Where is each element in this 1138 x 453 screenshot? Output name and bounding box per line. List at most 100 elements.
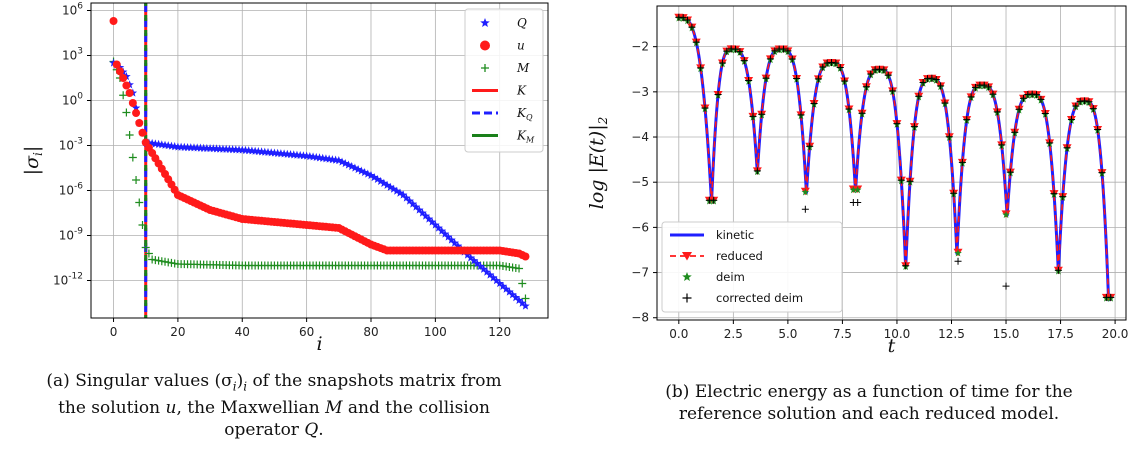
- corrected-deim-marker: [1015, 105, 1023, 113]
- x-tick-label: 20.0: [1102, 327, 1129, 341]
- corrected-deim-marker: [950, 189, 958, 197]
- legend-label-b: kinetic: [716, 228, 754, 242]
- legend-marker-dot: [480, 40, 490, 51]
- point-Q: [492, 276, 501, 285]
- corrected-deim-marker: [980, 81, 988, 89]
- point-Q: [472, 259, 482, 268]
- point-M: [135, 198, 144, 207]
- corrected-deim-marker: [692, 38, 700, 46]
- point-Q: [344, 160, 353, 169]
- x-tick-label: 12.5: [938, 327, 965, 341]
- corrected-deim-marker: [810, 99, 818, 107]
- point-Q: [482, 267, 492, 276]
- point-M: [521, 294, 530, 303]
- corrected-deim-marker: [1019, 94, 1027, 102]
- corrected-deim-marker: [1054, 266, 1062, 274]
- point-Q: [392, 186, 402, 195]
- corrected-deim-marker: [897, 176, 905, 184]
- point-Q: [414, 205, 424, 214]
- point-Q: [334, 156, 344, 165]
- corrected-deim-marker: [1107, 293, 1115, 301]
- series-M: [109, 57, 530, 303]
- point-Q: [521, 301, 530, 310]
- point-Q: [405, 196, 414, 205]
- legend-label-a: KQ: [516, 106, 533, 122]
- x-tick-label: 2.5: [724, 327, 743, 341]
- corrected-deim-marker: [732, 45, 740, 53]
- corrected-deim-marker: [753, 167, 761, 175]
- caption-a-line2: the solution u, the Maxwellian M and the…: [58, 398, 490, 419]
- point-Q: [469, 256, 479, 265]
- x-tick-label: 17.5: [1047, 327, 1074, 341]
- legend-marker-triangle: [682, 252, 692, 261]
- x-tick-label: 0: [110, 325, 118, 339]
- corrected-deim-marker: [937, 82, 945, 90]
- point-Q: [508, 290, 517, 299]
- singular-values-chart: 0 20 40 60 80 100 120 106 103 100 10-3 10-6 10-9 10-1…: [21, 2, 549, 355]
- legend-marker-star: [682, 272, 692, 282]
- legend-marker-plus: [682, 293, 692, 303]
- legend-label-a: M: [516, 61, 530, 75]
- x-tick-label: 15.0: [993, 327, 1020, 341]
- corrected-deim-marker: [1085, 98, 1093, 106]
- series-u: [109, 17, 530, 261]
- corrected-deim-marker: [889, 87, 897, 95]
- point-Q: [340, 159, 350, 168]
- y-tick-label: −8: [631, 311, 649, 325]
- point-u: [132, 109, 141, 117]
- point-Q: [489, 273, 498, 282]
- point-Q: [427, 217, 437, 226]
- corrected-deim-marker: [841, 77, 849, 85]
- legend-label-b: deim: [716, 270, 745, 284]
- corrected-deim-marker: [1081, 97, 1089, 105]
- corrected-deim-marker: [836, 64, 844, 72]
- corrected-deim-marker: [736, 48, 744, 56]
- corrected-deim-marker: [1098, 169, 1106, 177]
- corrected-deim-marker: [780, 45, 788, 53]
- y-tick-label: 10-6: [59, 182, 84, 198]
- point-M: [119, 91, 128, 100]
- point-Q: [505, 287, 514, 296]
- point-Q: [360, 168, 369, 177]
- point-Q: [421, 211, 430, 220]
- y-tick-label: 103: [62, 47, 83, 63]
- corrected-deim-marker: [814, 75, 822, 83]
- corrected-deim-marker: [915, 92, 923, 100]
- point-Q: [424, 214, 434, 223]
- point-M: [515, 264, 524, 273]
- corrected-deim-marker: [758, 110, 766, 118]
- legend-label-b: corrected deim: [716, 291, 803, 305]
- caption-a-line3: operator Q.: [224, 420, 324, 441]
- point-Q: [363, 169, 373, 178]
- x-tick-label: 7.5: [833, 327, 852, 341]
- corrected-deim-marker: [797, 111, 805, 119]
- x-tick-label: 60: [299, 325, 314, 339]
- corrected-deim-marker: [745, 77, 753, 85]
- corrected-deim-marker: [771, 47, 779, 55]
- electric-energy-chart: 0.0 2.5 5.0 7.5 10.0 12.5 15.0 17.5 20.0 −2 −3 −4 −5…: [586, 5, 1129, 357]
- corrected-deim-marker: [858, 109, 866, 117]
- corrected-deim-marker: [1028, 90, 1036, 98]
- corrected-deim-marker: [793, 74, 801, 82]
- caption-a: (a) Singular values (σi)i of the snapsho…: [0, 370, 548, 441]
- point-Q: [408, 199, 418, 208]
- corrected-deim-marker: [1002, 282, 1010, 290]
- point-Q: [431, 220, 440, 229]
- point-Q: [115, 63, 125, 72]
- point-u: [135, 119, 144, 127]
- point-Q: [369, 172, 379, 182]
- corrected-deim-marker: [723, 47, 731, 55]
- ticks-a: 0 20 40 60 80 100 120 106 103 100 10-3 10-6 10-9 10-1…: [53, 2, 511, 340]
- legend-marker-plus: [481, 64, 489, 72]
- legend-label-b: reduced: [716, 249, 763, 263]
- corrected-deim-marker: [854, 199, 862, 207]
- corrected-deim-marker: [963, 116, 971, 124]
- corrected-deim-marker: [985, 83, 993, 91]
- point-Q: [337, 157, 347, 166]
- point-M: [125, 131, 134, 139]
- axes-frame-b: [656, 5, 1127, 321]
- corrected-deim-marker: [910, 123, 918, 131]
- point-Q: [402, 193, 411, 202]
- legend-label-a: K: [516, 84, 527, 98]
- corrected-deim-marker: [714, 91, 722, 99]
